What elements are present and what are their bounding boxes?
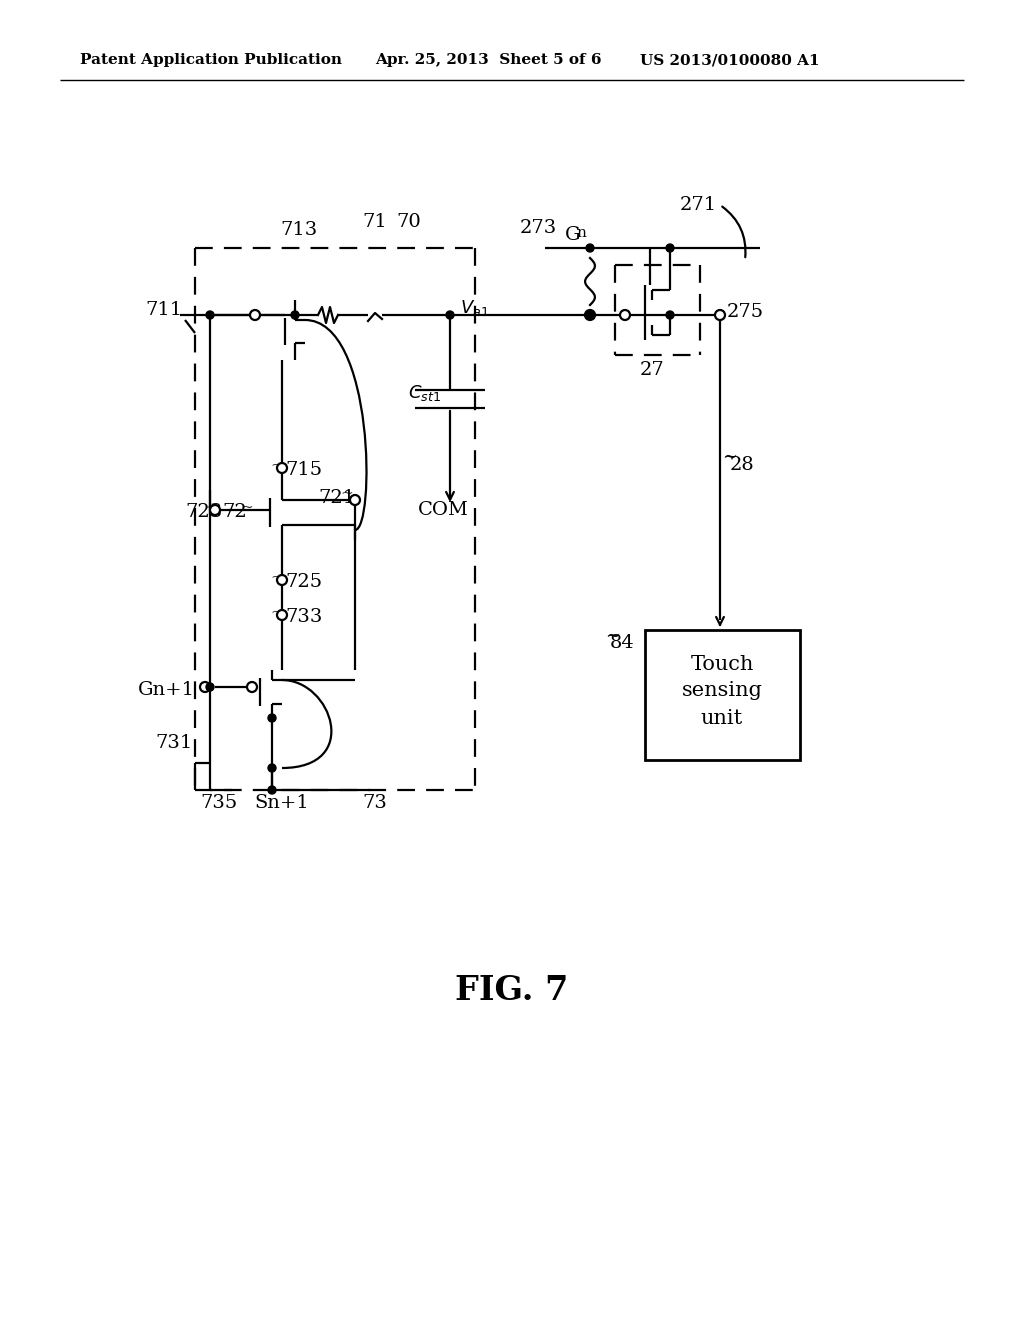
Text: 723: 723 xyxy=(185,503,222,521)
Text: 72: 72 xyxy=(222,503,247,521)
Text: ~: ~ xyxy=(340,487,352,502)
Circle shape xyxy=(586,312,594,319)
Circle shape xyxy=(206,312,214,319)
Circle shape xyxy=(268,714,276,722)
Circle shape xyxy=(586,244,594,252)
Circle shape xyxy=(715,310,725,319)
Text: 73: 73 xyxy=(362,795,387,812)
Circle shape xyxy=(291,312,299,319)
Circle shape xyxy=(200,682,210,692)
Text: COM: COM xyxy=(418,502,469,519)
Text: ~: ~ xyxy=(605,627,620,645)
Text: ~: ~ xyxy=(205,502,218,515)
Text: Gn+1: Gn+1 xyxy=(138,681,195,700)
Circle shape xyxy=(278,610,287,620)
Circle shape xyxy=(210,506,220,515)
Circle shape xyxy=(250,310,260,319)
Text: 28: 28 xyxy=(730,455,755,474)
Text: $C_{st1}$: $C_{st1}$ xyxy=(408,383,441,403)
Text: 84: 84 xyxy=(610,634,635,652)
Text: ~: ~ xyxy=(240,502,253,515)
Text: 715: 715 xyxy=(285,461,323,479)
Text: 275: 275 xyxy=(727,304,764,321)
Circle shape xyxy=(620,310,630,319)
Text: Sn+1: Sn+1 xyxy=(254,795,309,812)
Text: 70: 70 xyxy=(396,213,421,231)
Circle shape xyxy=(446,312,454,319)
Circle shape xyxy=(268,785,276,795)
Text: 273: 273 xyxy=(520,219,557,238)
Text: 721: 721 xyxy=(318,488,355,507)
Text: 711: 711 xyxy=(145,301,182,319)
Text: ~: ~ xyxy=(270,459,283,473)
Circle shape xyxy=(278,576,287,585)
Circle shape xyxy=(350,495,360,506)
Text: ~: ~ xyxy=(270,606,283,620)
Text: n: n xyxy=(575,226,586,240)
Circle shape xyxy=(666,244,674,252)
Text: unit: unit xyxy=(700,709,743,727)
Circle shape xyxy=(268,764,276,772)
Circle shape xyxy=(247,682,257,692)
Text: $V_{a1}$: $V_{a1}$ xyxy=(460,298,488,318)
Text: ~: ~ xyxy=(270,572,283,585)
Text: FIG. 7: FIG. 7 xyxy=(456,974,568,1006)
Text: Patent Application Publication: Patent Application Publication xyxy=(80,53,342,67)
Text: 731: 731 xyxy=(155,734,193,752)
Text: sensing: sensing xyxy=(682,681,763,700)
Text: 71: 71 xyxy=(362,213,387,231)
Text: 271: 271 xyxy=(680,195,717,214)
Text: 733: 733 xyxy=(285,609,323,626)
Text: G: G xyxy=(565,226,581,244)
Circle shape xyxy=(585,310,595,319)
Text: 713: 713 xyxy=(280,220,317,239)
Text: Touch: Touch xyxy=(690,656,754,675)
Circle shape xyxy=(666,312,674,319)
Circle shape xyxy=(278,463,287,473)
Text: 27: 27 xyxy=(640,360,665,379)
Text: 735: 735 xyxy=(200,795,238,812)
Circle shape xyxy=(206,682,214,690)
Text: 725: 725 xyxy=(285,573,323,591)
Text: ~: ~ xyxy=(722,447,737,466)
Text: Apr. 25, 2013  Sheet 5 of 6: Apr. 25, 2013 Sheet 5 of 6 xyxy=(375,53,601,67)
Text: US 2013/0100080 A1: US 2013/0100080 A1 xyxy=(640,53,819,67)
